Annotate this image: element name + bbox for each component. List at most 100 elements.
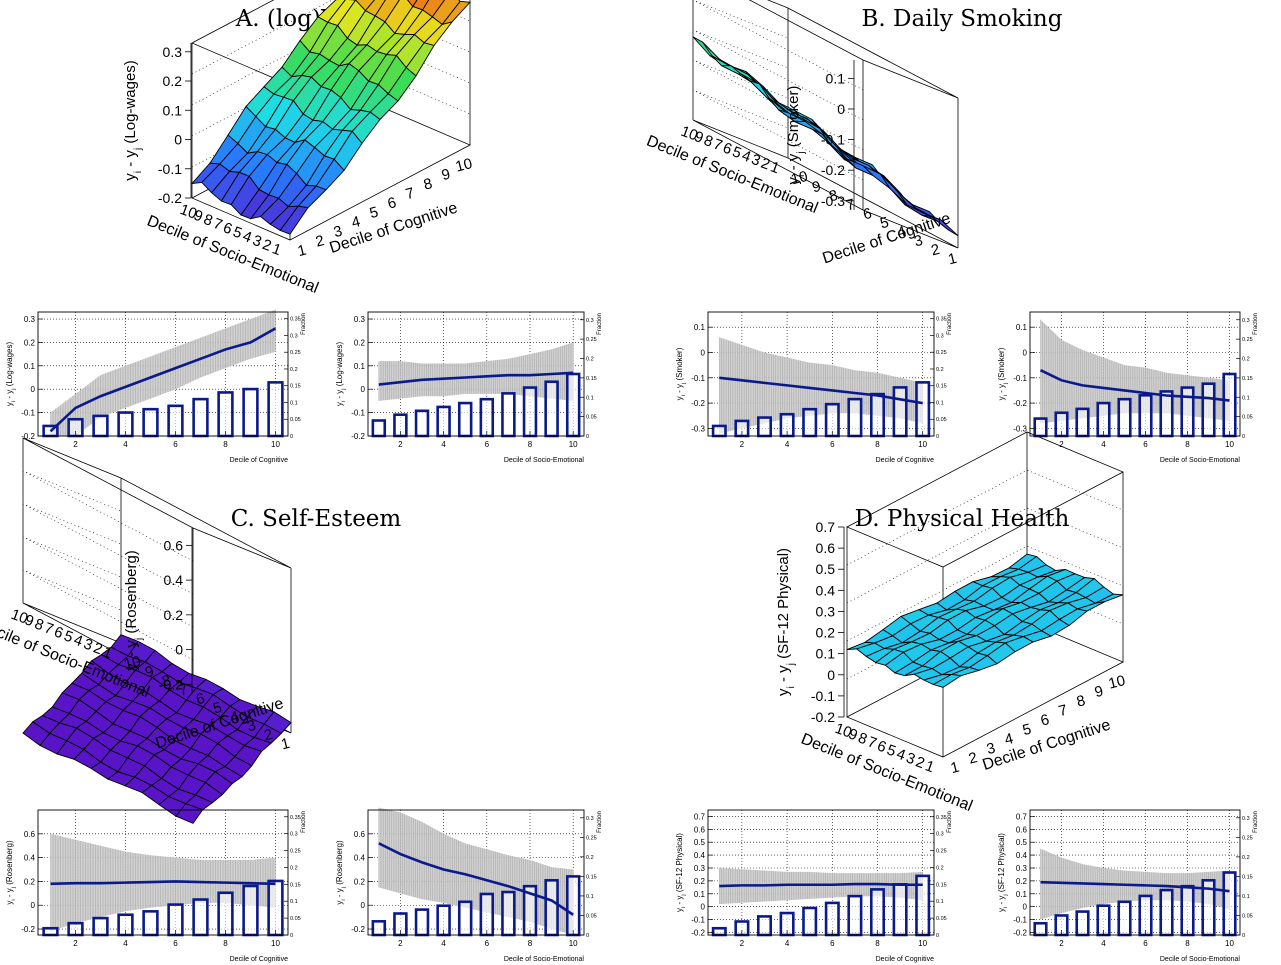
x-tick-label: 8 bbox=[875, 939, 880, 948]
right-tick-label: 0.05 bbox=[290, 417, 301, 423]
x-tick-label: 6 bbox=[1143, 939, 1148, 948]
histogram-bar bbox=[756, 416, 773, 438]
y-tick-label: -0.1 bbox=[1013, 916, 1027, 925]
z-tick-label: 0.3 bbox=[816, 603, 836, 619]
svg-text:yi - yj (Log-wages): yi - yj (Log-wages) bbox=[122, 60, 144, 181]
z-tick-label: 0.6 bbox=[164, 537, 184, 553]
y-tick-label: 10 bbox=[9, 606, 30, 628]
svg-text:yi - yj (Rosenberg): yi - yj (Rosenberg) bbox=[335, 840, 347, 905]
z-tick-label: 0.1 bbox=[163, 102, 183, 118]
right-axis-label: Fraction bbox=[597, 811, 603, 833]
histogram-bar bbox=[142, 910, 159, 937]
x-tick-label: 9 bbox=[440, 166, 452, 185]
surface-frame-top bbox=[748, 0, 959, 99]
x-tick-label: 5 bbox=[1021, 721, 1033, 740]
x-tick-label: 4 bbox=[123, 440, 128, 449]
right-tick-label: 0.25 bbox=[586, 835, 597, 841]
histogram-bar bbox=[802, 407, 818, 438]
z-tick-label: -0.2 bbox=[821, 162, 845, 178]
x-tick-label: 6 bbox=[1143, 440, 1148, 449]
y-tick-label: 0 bbox=[701, 348, 706, 357]
right-tick-label: 0 bbox=[290, 434, 293, 440]
y-axis-label: yi - yj (SF-12 Physical) bbox=[675, 833, 687, 912]
right-tick-label: 0 bbox=[586, 434, 589, 440]
y-tick-label: 10 bbox=[178, 201, 199, 223]
z-tick-label: 0 bbox=[827, 667, 835, 683]
z-tick-label: -0.3 bbox=[821, 193, 845, 209]
right-tick-label: 0.05 bbox=[1242, 913, 1253, 919]
right-tick-label: 0.2 bbox=[290, 367, 298, 373]
right-tick-label: 0.05 bbox=[290, 916, 301, 922]
z-tick-label: 0 bbox=[837, 101, 845, 117]
histogram-bar bbox=[1033, 417, 1048, 438]
z-tick-label: -0.2 bbox=[158, 190, 182, 206]
histogram-bar bbox=[479, 892, 495, 937]
x-tick-label: 2 bbox=[929, 241, 941, 260]
right-tick-label: 0.3 bbox=[586, 816, 594, 822]
histogram-bar bbox=[1222, 372, 1237, 438]
histogram-bar bbox=[501, 392, 516, 438]
svg-text:yi - yj (SF-12 Physical): yi - yj (SF-12 Physical) bbox=[997, 833, 1009, 912]
histogram-bar bbox=[1180, 386, 1195, 438]
x-axis-label: Decile of Socio-Emotional bbox=[1160, 956, 1241, 963]
right-tick-label: 0.15 bbox=[290, 384, 301, 390]
y-tick-label: -0.1 bbox=[691, 916, 705, 925]
plot-frame bbox=[1029, 809, 1241, 936]
histogram-bar bbox=[192, 397, 209, 438]
y-tick-label: -0.2 bbox=[21, 432, 35, 441]
histogram-bar bbox=[847, 894, 863, 937]
surface-wall-gridline bbox=[22, 569, 194, 661]
x-axis-label: Decile of Socio-Emotional bbox=[504, 457, 585, 464]
histogram-bar bbox=[544, 879, 559, 937]
x-tick-label: 4 bbox=[785, 440, 790, 449]
x-tick-label: 10 bbox=[569, 440, 578, 449]
y-tick-label: 0.3 bbox=[354, 315, 366, 324]
y-tick-label: 0.1 bbox=[24, 362, 36, 371]
right-tick-label: 0 bbox=[936, 933, 939, 939]
x-tick-label: 7 bbox=[1057, 702, 1069, 721]
y-tick-label: -0.2 bbox=[351, 432, 365, 441]
right-tick-label: 0.1 bbox=[936, 899, 944, 905]
y-axis-label: yi - yj (Log-wages) bbox=[335, 342, 347, 407]
y-tick-label: -0.3 bbox=[1013, 424, 1027, 433]
y-tick-label: 0.6 bbox=[24, 830, 36, 839]
surface-plot-a: 0.3 0.2 0.1 0 -0.1 -0.2 yi - yj (Log-wages) 123… bbox=[122, 0, 474, 297]
surface-frame-top bbox=[846, 431, 1124, 568]
mean-line bbox=[378, 371, 574, 386]
z-tick-label: 0.2 bbox=[164, 607, 184, 623]
y-tick-label: 0.1 bbox=[1016, 323, 1028, 332]
svg-text:yi - yj (Smoker): yi - yj (Smoker) bbox=[997, 347, 1009, 400]
y-tick-label: 0.1 bbox=[1016, 890, 1028, 899]
y-tick-label: 0.1 bbox=[694, 890, 706, 899]
small-plot-c-right: 0.6 0.4 0.2 0 -0.2 2 4 6 8 10 0.3 0.25 0.2 0.15 0.1 0.0… bbox=[335, 807, 603, 963]
surface-wall-gridline bbox=[22, 503, 194, 595]
surface-cell bbox=[880, 173, 908, 206]
surface-wall-gridline bbox=[846, 507, 1124, 604]
x-tick-label: 10 bbox=[569, 939, 578, 948]
x-tick-label: 6 bbox=[386, 194, 398, 213]
histogram-bar bbox=[267, 879, 284, 937]
x-tick-label: 8 bbox=[528, 939, 533, 948]
x-tick-label: 10 bbox=[918, 440, 927, 449]
histogram-bar bbox=[371, 920, 387, 937]
x-tick-label: 8 bbox=[1185, 440, 1190, 449]
y-tick-label: 0.2 bbox=[24, 877, 36, 886]
right-axis-label: Fraction bbox=[1253, 313, 1259, 335]
mean-line bbox=[1040, 880, 1230, 893]
y-tick-label: 0 bbox=[1023, 903, 1028, 912]
z-tick-label: 0.7 bbox=[816, 519, 836, 535]
y-tick-label: 0.7 bbox=[694, 812, 706, 821]
small-plot-d-left: 0.7 0.6 0.5 0.4 0.3 0.2 0.1 0 -0.1 -0.2 2 4 6 8 10 0.35… bbox=[675, 809, 953, 963]
right-axis-label: Fraction bbox=[301, 811, 307, 833]
y-axis-label: yi - yj (Rosenberg) bbox=[335, 840, 347, 905]
y-tick-label: -0.1 bbox=[1013, 374, 1027, 383]
x-axis-label: Decile of Cognitive bbox=[230, 457, 288, 464]
right-tick-label: 0.25 bbox=[290, 350, 301, 356]
histogram-bar bbox=[1159, 888, 1174, 937]
x-tick-label: 9 bbox=[810, 178, 822, 197]
histogram-bar bbox=[565, 372, 581, 438]
right-tick-label: 0.1 bbox=[1242, 894, 1250, 900]
x-tick-label: 2 bbox=[398, 939, 403, 948]
right-tick-label: 0.25 bbox=[1242, 337, 1253, 343]
x-tick-label: 2 bbox=[967, 749, 979, 768]
